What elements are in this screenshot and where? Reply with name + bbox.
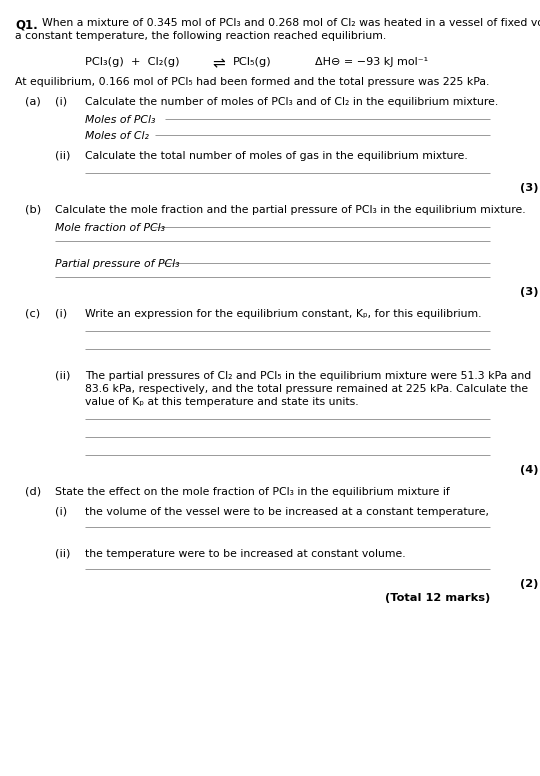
Text: The partial pressures of Cl₂ and PCl₅ in the equilibrium mixture were 51.3 kPa a: The partial pressures of Cl₂ and PCl₅ in… xyxy=(85,371,531,381)
Text: At equilibrium, 0.166 mol of PCl₅ had been formed and the total pressure was 225: At equilibrium, 0.166 mol of PCl₅ had be… xyxy=(15,77,489,87)
Text: PCl₅(g): PCl₅(g) xyxy=(233,57,272,67)
Text: (ii): (ii) xyxy=(55,549,70,559)
Text: When a mixture of 0.345 mol of PCl₃ and 0.268 mol of Cl₂ was heated in a vessel : When a mixture of 0.345 mol of PCl₃ and … xyxy=(42,18,540,28)
Text: (3): (3) xyxy=(520,183,538,193)
Text: PCl₃(g)  +  Cl₂(g): PCl₃(g) + Cl₂(g) xyxy=(85,57,179,67)
Text: (c): (c) xyxy=(25,309,40,319)
Text: Calculate the mole fraction and the partial pressure of PCl₃ in the equilibrium : Calculate the mole fraction and the part… xyxy=(55,205,525,215)
Text: (ii): (ii) xyxy=(55,371,70,381)
Text: (3): (3) xyxy=(520,287,538,297)
Text: (2): (2) xyxy=(520,579,538,589)
Text: ⇌: ⇌ xyxy=(212,56,225,71)
Text: the temperature were to be increased at constant volume.: the temperature were to be increased at … xyxy=(85,549,406,559)
Text: Write an expression for the equilibrium constant, Kₚ, for this equilibrium.: Write an expression for the equilibrium … xyxy=(85,309,482,319)
Text: Calculate the total number of moles of gas in the equilibrium mixture.: Calculate the total number of moles of g… xyxy=(85,151,468,161)
Text: (ii): (ii) xyxy=(55,151,70,161)
Text: a constant temperature, the following reaction reached equilibrium.: a constant temperature, the following re… xyxy=(15,31,386,41)
Text: ΔH⊖ = −93 kJ mol⁻¹: ΔH⊖ = −93 kJ mol⁻¹ xyxy=(315,57,428,67)
Text: (Total 12 marks): (Total 12 marks) xyxy=(384,593,490,603)
Text: (b): (b) xyxy=(25,205,41,215)
Text: (d): (d) xyxy=(25,487,41,497)
Text: 83.6 kPa, respectively, and the total pressure remained at 225 kPa. Calculate th: 83.6 kPa, respectively, and the total pr… xyxy=(85,384,528,394)
Text: Moles of PCl₃: Moles of PCl₃ xyxy=(85,115,156,125)
Text: Calculate the number of moles of PCl₃ and of Cl₂ in the equilibrium mixture.: Calculate the number of moles of PCl₃ an… xyxy=(85,97,498,107)
Text: (i): (i) xyxy=(55,507,67,517)
Text: value of Kₚ at this temperature and state its units.: value of Kₚ at this temperature and stat… xyxy=(85,397,359,407)
Text: Moles of Cl₂: Moles of Cl₂ xyxy=(85,131,149,141)
Text: (a): (a) xyxy=(25,97,40,107)
Text: (4): (4) xyxy=(520,465,538,475)
Text: (i): (i) xyxy=(55,97,67,107)
Text: Q1.: Q1. xyxy=(15,18,38,31)
Text: the volume of the vessel were to be increased at a constant temperature,: the volume of the vessel were to be incr… xyxy=(85,507,489,517)
Text: (i): (i) xyxy=(55,309,67,319)
Text: Mole fraction of PCl₃: Mole fraction of PCl₃ xyxy=(55,223,165,233)
Text: State the effect on the mole fraction of PCl₃ in the equilibrium mixture if: State the effect on the mole fraction of… xyxy=(55,487,450,497)
Text: Partial pressure of PCl₃: Partial pressure of PCl₃ xyxy=(55,259,179,269)
